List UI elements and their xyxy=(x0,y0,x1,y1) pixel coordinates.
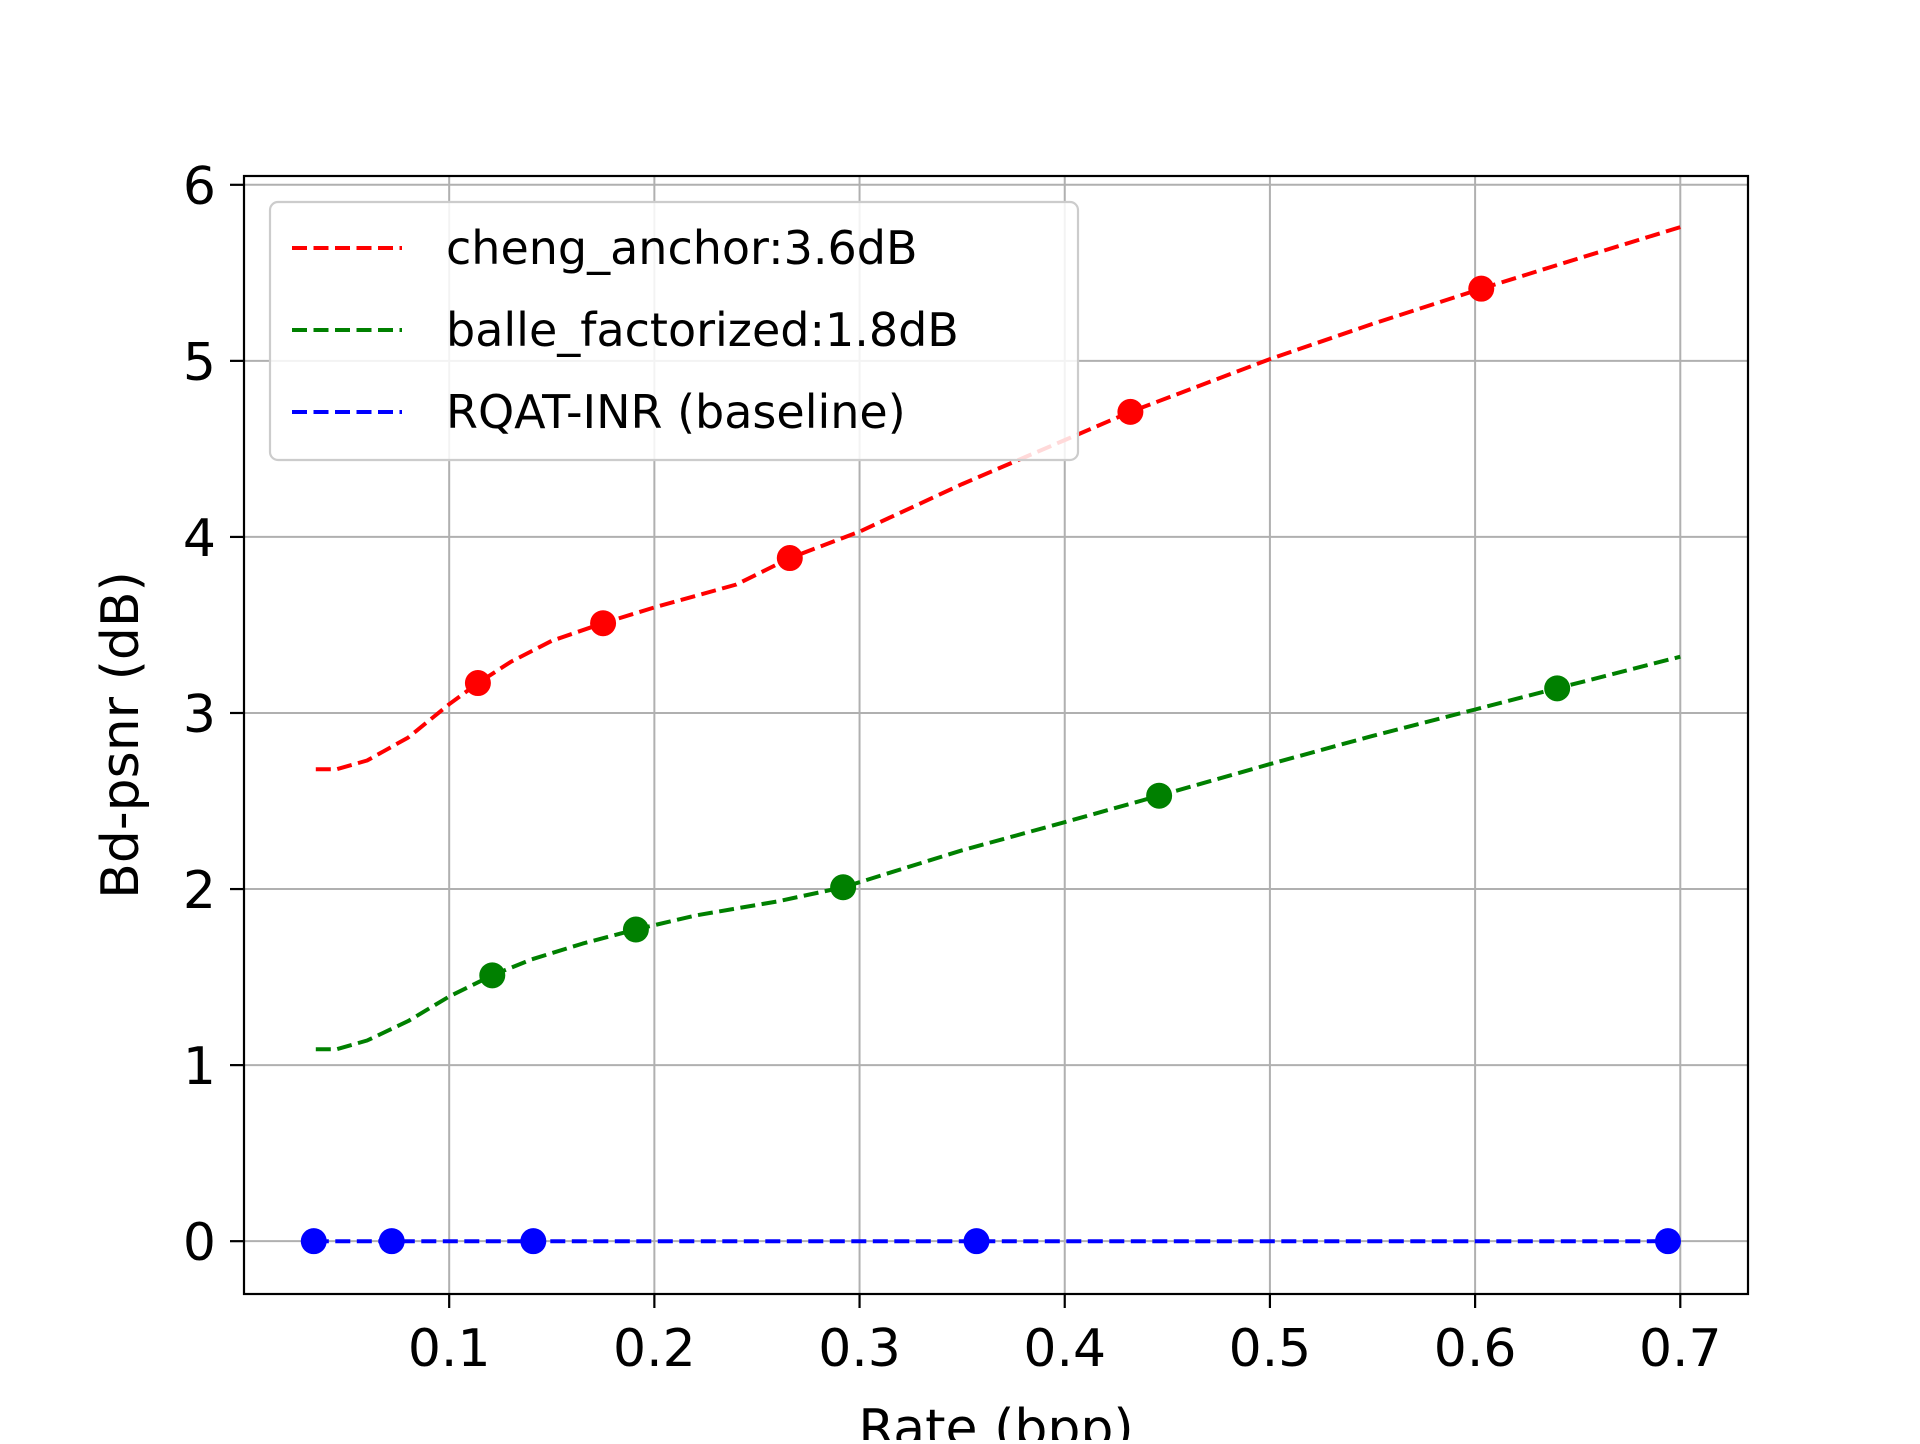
y-tick-label: 4 xyxy=(183,509,216,569)
x-tick-label: 0.2 xyxy=(613,1319,696,1379)
x-tick-label: 0.6 xyxy=(1434,1319,1517,1379)
data-point xyxy=(520,1228,547,1255)
y-tick-label: 6 xyxy=(183,157,216,217)
data-point xyxy=(963,1228,990,1255)
series-layer xyxy=(300,225,1681,1255)
data-point xyxy=(1146,782,1173,809)
data-point xyxy=(464,670,491,697)
x-tick-label: 0.3 xyxy=(818,1319,901,1379)
data-point xyxy=(830,874,857,901)
legend-label: balle_factorized:1.8dB xyxy=(446,303,959,357)
legend-box xyxy=(268,200,1080,462)
data-point xyxy=(1544,675,1571,702)
legend-label: cheng_anchor:3.6dB xyxy=(446,221,918,275)
x-axis-label: Rate (bpp) xyxy=(858,1399,1133,1440)
tick-layer: 0.1 0.2 0.3 0.4 0.5 0.6 0.7 0 1 2 3 4 5 6 xyxy=(183,157,1722,1379)
data-point xyxy=(1654,1228,1681,1255)
y-tick-label: 5 xyxy=(183,333,216,393)
data-point xyxy=(1468,275,1495,302)
series-0 xyxy=(315,225,1681,772)
x-tick-label: 0.1 xyxy=(408,1319,491,1379)
data-point xyxy=(590,610,617,637)
series-line xyxy=(315,225,1681,772)
legend: cheng_anchor:3.6dB balle_factorized:1.8dB… xyxy=(268,200,1080,462)
legend-label: RQAT-INR (baseline) xyxy=(446,385,906,439)
data-point xyxy=(378,1228,405,1255)
plot-frame xyxy=(242,174,1750,1296)
x-tick-label: 0.7 xyxy=(1639,1319,1722,1379)
x-tick-label: 0.4 xyxy=(1023,1319,1106,1379)
x-tick-label: 0.5 xyxy=(1229,1319,1312,1379)
y-tick-label: 3 xyxy=(183,685,216,745)
data-point xyxy=(300,1228,327,1255)
data-point xyxy=(776,545,803,572)
data-point xyxy=(622,916,649,943)
y-tick-label: 1 xyxy=(183,1037,216,1097)
data-point xyxy=(1117,398,1144,425)
data-point xyxy=(479,962,506,989)
series-2 xyxy=(300,1228,1681,1255)
series-1 xyxy=(315,654,1681,1052)
y-tick-label: 0 xyxy=(183,1213,216,1273)
y-axis-label: Bd-psnr (dB) xyxy=(91,571,151,899)
y-tick-label: 2 xyxy=(183,861,216,921)
series-line xyxy=(315,654,1681,1052)
